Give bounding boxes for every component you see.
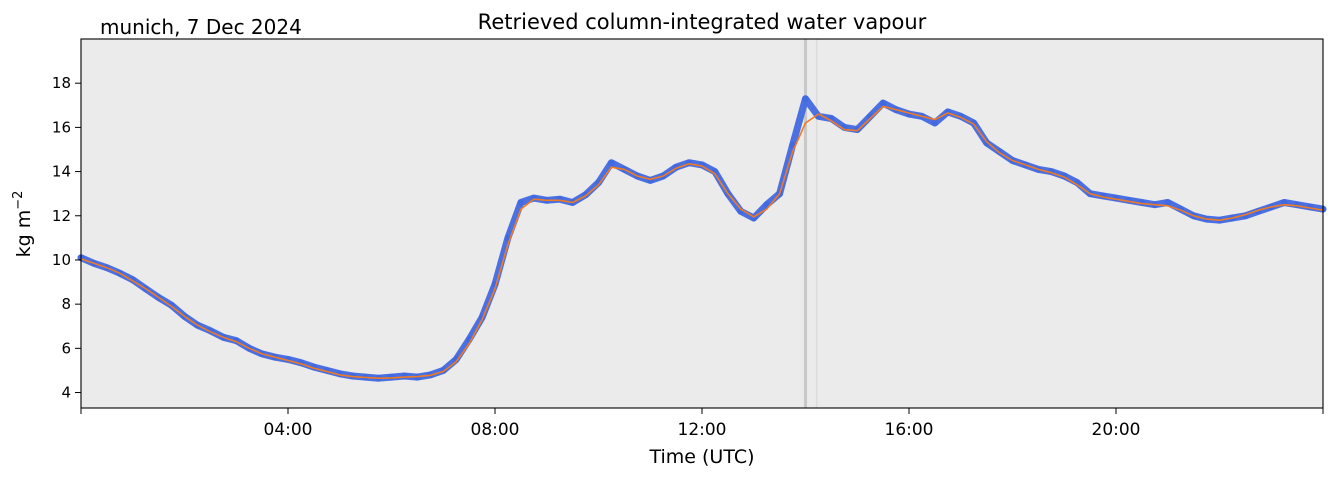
x-tick-label: 16:00 xyxy=(885,420,934,440)
raw-point xyxy=(970,119,977,127)
raw-point xyxy=(879,99,887,107)
x-tick-label: 08:00 xyxy=(471,420,520,440)
x-tick-label: 12:00 xyxy=(678,420,727,440)
y-tick-label: 12 xyxy=(52,207,71,225)
raw-point xyxy=(517,199,525,206)
chart-title: Retrieved column-integrated water vapour xyxy=(478,10,927,34)
series-layer xyxy=(77,95,1327,382)
raw-point xyxy=(1164,199,1172,206)
raw-point xyxy=(608,159,615,166)
raw-point xyxy=(595,179,602,186)
y-tick-label: 18 xyxy=(52,74,71,92)
series-smoothed-line xyxy=(80,105,1324,380)
y-tick-label: 10 xyxy=(52,251,71,269)
y-tick-label: 14 xyxy=(52,163,71,181)
gap-bands xyxy=(803,39,818,408)
raw-point xyxy=(453,356,460,363)
y-axis-ticks: 4 6 8 10 12 14 16 18 xyxy=(52,74,81,402)
y-axis-label: kg m−2 xyxy=(11,191,35,258)
plot-background xyxy=(81,39,1323,408)
raw-point xyxy=(401,372,408,380)
y-axis-label-unit: kg m xyxy=(13,210,35,258)
gap-band-0 xyxy=(803,39,808,408)
x-tick-label: 04:00 xyxy=(264,420,313,440)
raw-point xyxy=(931,119,939,127)
y-tick-label: 8 xyxy=(61,295,71,313)
x-tick-label: 20:00 xyxy=(1092,420,1141,440)
y-tick-label: 4 xyxy=(61,384,71,402)
raw-point xyxy=(983,139,990,147)
y-tick-label: 6 xyxy=(61,339,71,357)
raw-point xyxy=(802,95,809,102)
y-tick-label: 16 xyxy=(52,118,71,136)
gap-band-1 xyxy=(815,39,818,408)
x-axis-ticks: 04:00 08:00 12:00 16:00 20:00 xyxy=(80,408,1324,440)
location-date-label: munich, 7 Dec 2024 xyxy=(100,15,302,39)
y-axis-label-exponent: −2 xyxy=(11,191,26,210)
x-axis-label: Time (UTC) xyxy=(648,446,754,468)
